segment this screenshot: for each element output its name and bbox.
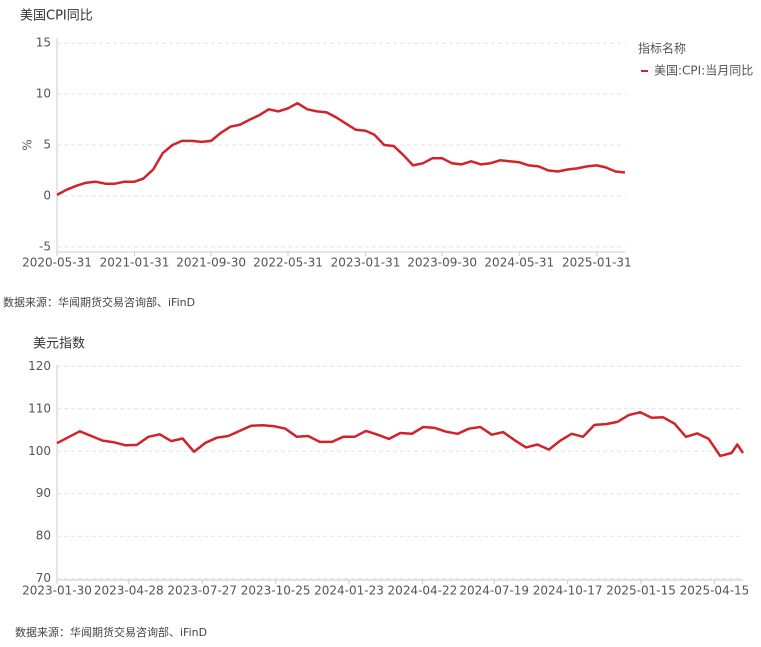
x-tick-label: 2024-05-31 <box>484 256 554 270</box>
y-tick-label: 0 <box>43 188 51 202</box>
data-line <box>56 101 626 197</box>
y-tick-label: 100 <box>28 444 51 458</box>
x-tick-label: 2025-01-31 <box>562 256 632 270</box>
x-tick-label: 2025-01-15 <box>606 584 676 598</box>
x-tick-label: 2024-07-19 <box>459 584 529 598</box>
x-tick-label: 2023-09-30 <box>407 256 477 270</box>
y-tick-label: 70 <box>36 571 51 585</box>
source-note: 数据来源：华闻期货交易咨询部、iFinD <box>15 625 207 639</box>
y-tick-label: 10 <box>36 87 51 101</box>
x-tick-label: 2022-05-31 <box>253 256 323 270</box>
x-tick-label: 2024-04-22 <box>388 584 458 598</box>
x-tick-label: 2020-05-31 <box>22 256 92 270</box>
data-line <box>56 410 745 458</box>
x-tick-label: 2024-01-23 <box>314 584 384 598</box>
x-tick-label: 2025-04-15 <box>680 584 750 598</box>
y-tick-label: 80 <box>36 529 51 543</box>
y-tick-label: 15 <box>36 36 51 50</box>
chart-title: 美国CPI同比 <box>20 9 93 24</box>
y-tick-label: -5 <box>39 239 51 253</box>
x-tick-label: 2023-10-25 <box>241 584 311 598</box>
y-tick-label: 110 <box>28 401 51 415</box>
y-tick-label: 90 <box>36 486 51 500</box>
x-tick-label: 2023-01-31 <box>331 256 401 270</box>
y-tick-label: 120 <box>28 359 51 373</box>
x-tick-label: 2023-07-27 <box>167 584 237 598</box>
x-tick-label: 2021-01-31 <box>100 256 170 270</box>
legend-title: 指标名称 <box>638 41 686 56</box>
x-tick-label: 2023-04-28 <box>94 584 164 598</box>
y-tick-label: 5 <box>43 138 51 152</box>
source-note: 数据来源：华闻期货交易咨询部、iFinD <box>3 295 195 309</box>
x-tick-label: 2021-09-30 <box>176 256 246 270</box>
x-tick-label: 2024-10-17 <box>533 584 603 598</box>
legend-label: 美国:CPI:当月同比 <box>654 64 753 78</box>
chart-title: 美元指数 <box>33 337 85 352</box>
x-tick-label: 2023-01-30 <box>22 584 92 598</box>
y-axis-label: % <box>21 139 35 150</box>
